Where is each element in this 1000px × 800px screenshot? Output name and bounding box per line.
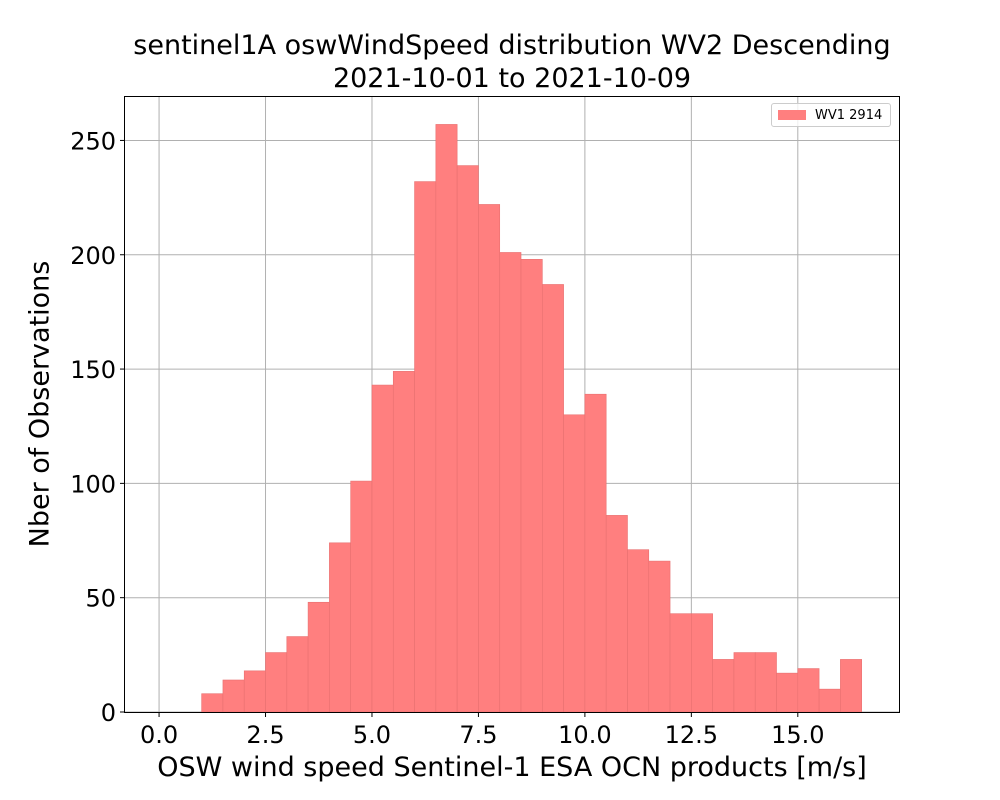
histogram-bar bbox=[754, 652, 777, 713]
chart-title: sentinel1A oswWindSpeed distribution WV2… bbox=[133, 30, 891, 61]
histogram-bar bbox=[691, 613, 713, 713]
histogram-bar bbox=[478, 204, 501, 713]
histogram-bar bbox=[627, 549, 650, 713]
histogram-bar bbox=[648, 560, 671, 713]
legend-swatch bbox=[778, 110, 806, 120]
x-tick-label: 12.5 bbox=[665, 721, 718, 749]
x-tick-label: 0.0 bbox=[140, 721, 178, 749]
x-axis-ticks: 0.0 2.5 5.0 7.5 10.0 12.5 15.0 bbox=[140, 712, 825, 749]
histogram-bar bbox=[201, 693, 224, 713]
y-tick-label: 250 bbox=[70, 127, 116, 155]
histogram-bar bbox=[563, 414, 586, 713]
histogram-bar bbox=[243, 670, 266, 713]
histogram-bar bbox=[222, 679, 245, 713]
y-tick-label: 0 bbox=[101, 699, 116, 727]
histogram-bar bbox=[712, 659, 735, 713]
histogram-bars bbox=[201, 124, 862, 713]
x-tick-label: 15.0 bbox=[771, 721, 824, 749]
histogram-bar bbox=[286, 636, 309, 713]
y-tick-label: 100 bbox=[70, 470, 116, 498]
histogram-bar bbox=[818, 688, 841, 713]
histogram-bar bbox=[499, 252, 522, 713]
histogram-bar bbox=[414, 181, 437, 713]
y-tick-label: 150 bbox=[70, 356, 116, 384]
histogram-bar bbox=[435, 124, 458, 713]
x-tick-label: 5.0 bbox=[353, 721, 391, 749]
histogram-bar bbox=[797, 668, 820, 713]
histogram-bar bbox=[733, 652, 756, 713]
histogram-bar bbox=[350, 480, 373, 713]
histogram-bar bbox=[329, 542, 351, 713]
histogram-bar bbox=[669, 613, 692, 713]
histogram-bar bbox=[265, 652, 288, 713]
x-tick-label: 2.5 bbox=[246, 721, 284, 749]
histogram-bar bbox=[456, 165, 479, 713]
histogram-bar bbox=[392, 371, 415, 713]
histogram-bar bbox=[371, 384, 394, 713]
plot-area-frame bbox=[124, 96, 900, 713]
y-axis-ticks: 0 50 100 150 200 250 bbox=[70, 127, 125, 727]
legend-label: WV1 2914 bbox=[815, 107, 883, 123]
x-tick-label: 7.5 bbox=[459, 721, 497, 749]
legend: WV1 2914 bbox=[771, 103, 891, 127]
histogram-bar bbox=[605, 515, 628, 713]
x-axis-label: OSW wind speed Sentinel-1 ESA OCN produc… bbox=[157, 752, 867, 783]
histogram-bar bbox=[307, 601, 330, 713]
histogram-bar bbox=[840, 659, 862, 713]
histogram-bar bbox=[584, 393, 607, 713]
x-tick-label: 10.0 bbox=[558, 721, 611, 749]
histogram-bar bbox=[542, 284, 564, 713]
y-axis-label: Nber of Observations bbox=[24, 260, 56, 548]
chart-subtitle: 2021-10-01 to 2021-10-09 bbox=[332, 63, 692, 94]
histogram-bar bbox=[776, 672, 799, 713]
y-tick-label: 200 bbox=[70, 242, 116, 270]
histogram-bar bbox=[520, 259, 543, 713]
y-tick-label: 50 bbox=[85, 585, 116, 613]
